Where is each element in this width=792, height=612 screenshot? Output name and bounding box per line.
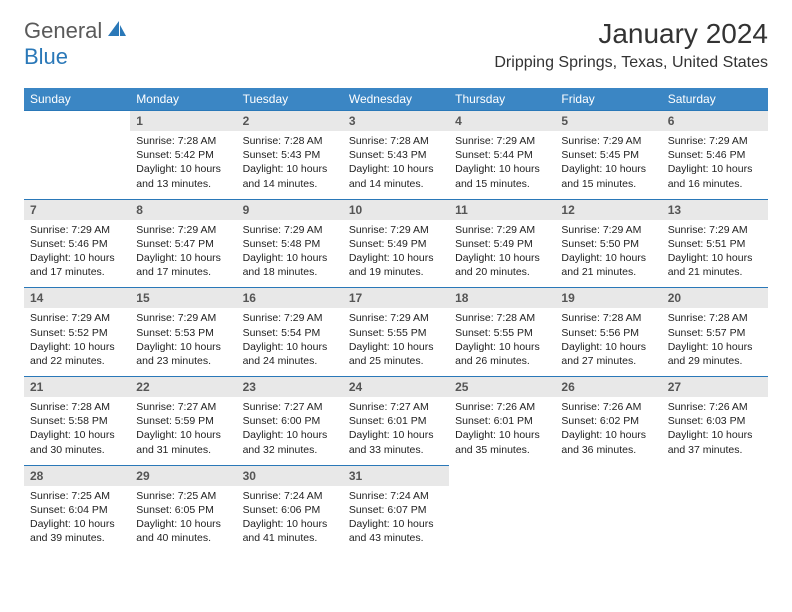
daynum-cell: 31 (343, 465, 449, 486)
weekday-header-row: SundayMondayTuesdayWednesdayThursdayFrid… (24, 88, 768, 111)
detail-cell: Sunrise: 7:29 AMSunset: 5:50 PMDaylight:… (555, 220, 661, 288)
detail-cell: Sunrise: 7:28 AMSunset: 5:42 PMDaylight:… (130, 131, 236, 199)
daynum-cell: 13 (662, 199, 768, 220)
detail-cell: Sunrise: 7:27 AMSunset: 6:00 PMDaylight:… (237, 397, 343, 465)
weekday-header: Tuesday (237, 88, 343, 111)
weekday-header: Sunday (24, 88, 130, 111)
weekday-header: Monday (130, 88, 236, 111)
detail-cell: Sunrise: 7:28 AMSunset: 5:43 PMDaylight:… (237, 131, 343, 199)
daynum-row: 14151617181920 (24, 288, 768, 309)
daynum-cell: 5 (555, 111, 661, 132)
daynum-cell: 21 (24, 377, 130, 398)
detail-cell: Sunrise: 7:26 AMSunset: 6:03 PMDaylight:… (662, 397, 768, 465)
daynum-empty (662, 465, 768, 486)
daynum-cell: 6 (662, 111, 768, 132)
daynum-cell: 20 (662, 288, 768, 309)
daynum-cell: 17 (343, 288, 449, 309)
daynum-cell: 28 (24, 465, 130, 486)
detail-cell: Sunrise: 7:29 AMSunset: 5:46 PMDaylight:… (662, 131, 768, 199)
detail-cell: Sunrise: 7:28 AMSunset: 5:56 PMDaylight:… (555, 308, 661, 376)
daynum-cell: 4 (449, 111, 555, 132)
daynum-cell: 8 (130, 199, 236, 220)
calendar-table: SundayMondayTuesdayWednesdayThursdayFrid… (24, 88, 768, 553)
daynum-cell: 15 (130, 288, 236, 309)
daynum-empty (24, 111, 130, 132)
daynum-cell: 2 (237, 111, 343, 132)
location-subtitle: Dripping Springs, Texas, United States (494, 54, 768, 72)
daynum-cell: 25 (449, 377, 555, 398)
detail-cell: Sunrise: 7:26 AMSunset: 6:01 PMDaylight:… (449, 397, 555, 465)
weekday-header: Saturday (662, 88, 768, 111)
logo-sail-icon (106, 19, 128, 44)
detail-cell: Sunrise: 7:29 AMSunset: 5:49 PMDaylight:… (343, 220, 449, 288)
logo-text-blue: Blue (24, 44, 68, 69)
detail-cell: Sunrise: 7:28 AMSunset: 5:57 PMDaylight:… (662, 308, 768, 376)
detail-cell: Sunrise: 7:29 AMSunset: 5:55 PMDaylight:… (343, 308, 449, 376)
logo-text-general: General (24, 18, 102, 44)
detail-cell: Sunrise: 7:29 AMSunset: 5:46 PMDaylight:… (24, 220, 130, 288)
detail-empty (662, 486, 768, 554)
weekday-header: Friday (555, 88, 661, 111)
detail-cell: Sunrise: 7:25 AMSunset: 6:04 PMDaylight:… (24, 486, 130, 554)
daynum-empty (449, 465, 555, 486)
daynum-row: 21222324252627 (24, 377, 768, 398)
daynum-cell: 23 (237, 377, 343, 398)
weekday-header: Wednesday (343, 88, 449, 111)
detail-cell: Sunrise: 7:29 AMSunset: 5:54 PMDaylight:… (237, 308, 343, 376)
daynum-cell: 11 (449, 199, 555, 220)
daynum-cell: 3 (343, 111, 449, 132)
daynum-cell: 27 (662, 377, 768, 398)
detail-cell: Sunrise: 7:29 AMSunset: 5:48 PMDaylight:… (237, 220, 343, 288)
detail-cell: Sunrise: 7:29 AMSunset: 5:45 PMDaylight:… (555, 131, 661, 199)
daynum-cell: 1 (130, 111, 236, 132)
detail-row: Sunrise: 7:28 AMSunset: 5:58 PMDaylight:… (24, 397, 768, 465)
daynum-cell: 9 (237, 199, 343, 220)
month-title: January 2024 (494, 18, 768, 50)
detail-cell: Sunrise: 7:25 AMSunset: 6:05 PMDaylight:… (130, 486, 236, 554)
detail-cell: Sunrise: 7:28 AMSunset: 5:58 PMDaylight:… (24, 397, 130, 465)
detail-cell: Sunrise: 7:29 AMSunset: 5:53 PMDaylight:… (130, 308, 236, 376)
daynum-cell: 22 (130, 377, 236, 398)
weekday-header: Thursday (449, 88, 555, 111)
daynum-cell: 12 (555, 199, 661, 220)
daynum-row: 78910111213 (24, 199, 768, 220)
daynum-cell: 29 (130, 465, 236, 486)
daynum-cell: 24 (343, 377, 449, 398)
daynum-cell: 26 (555, 377, 661, 398)
detail-cell: Sunrise: 7:29 AMSunset: 5:44 PMDaylight:… (449, 131, 555, 199)
detail-row: Sunrise: 7:25 AMSunset: 6:04 PMDaylight:… (24, 486, 768, 554)
logo: General (24, 18, 130, 44)
daynum-cell: 7 (24, 199, 130, 220)
detail-row: Sunrise: 7:29 AMSunset: 5:52 PMDaylight:… (24, 308, 768, 376)
daynum-cell: 10 (343, 199, 449, 220)
detail-cell: Sunrise: 7:29 AMSunset: 5:47 PMDaylight:… (130, 220, 236, 288)
detail-cell: Sunrise: 7:26 AMSunset: 6:02 PMDaylight:… (555, 397, 661, 465)
daynum-empty (555, 465, 661, 486)
daynum-cell: 19 (555, 288, 661, 309)
daynum-cell: 14 (24, 288, 130, 309)
detail-row: Sunrise: 7:28 AMSunset: 5:42 PMDaylight:… (24, 131, 768, 199)
detail-empty (449, 486, 555, 554)
daynum-cell: 30 (237, 465, 343, 486)
detail-cell: Sunrise: 7:27 AMSunset: 6:01 PMDaylight:… (343, 397, 449, 465)
detail-row: Sunrise: 7:29 AMSunset: 5:46 PMDaylight:… (24, 220, 768, 288)
detail-cell: Sunrise: 7:28 AMSunset: 5:55 PMDaylight:… (449, 308, 555, 376)
detail-cell: Sunrise: 7:24 AMSunset: 6:07 PMDaylight:… (343, 486, 449, 554)
detail-empty (555, 486, 661, 554)
detail-empty (24, 131, 130, 199)
daynum-cell: 18 (449, 288, 555, 309)
daynum-cell: 16 (237, 288, 343, 309)
detail-cell: Sunrise: 7:29 AMSunset: 5:51 PMDaylight:… (662, 220, 768, 288)
detail-cell: Sunrise: 7:28 AMSunset: 5:43 PMDaylight:… (343, 131, 449, 199)
daynum-row: 123456 (24, 111, 768, 132)
detail-cell: Sunrise: 7:29 AMSunset: 5:49 PMDaylight:… (449, 220, 555, 288)
detail-cell: Sunrise: 7:24 AMSunset: 6:06 PMDaylight:… (237, 486, 343, 554)
detail-cell: Sunrise: 7:29 AMSunset: 5:52 PMDaylight:… (24, 308, 130, 376)
detail-cell: Sunrise: 7:27 AMSunset: 5:59 PMDaylight:… (130, 397, 236, 465)
daynum-row: 28293031 (24, 465, 768, 486)
